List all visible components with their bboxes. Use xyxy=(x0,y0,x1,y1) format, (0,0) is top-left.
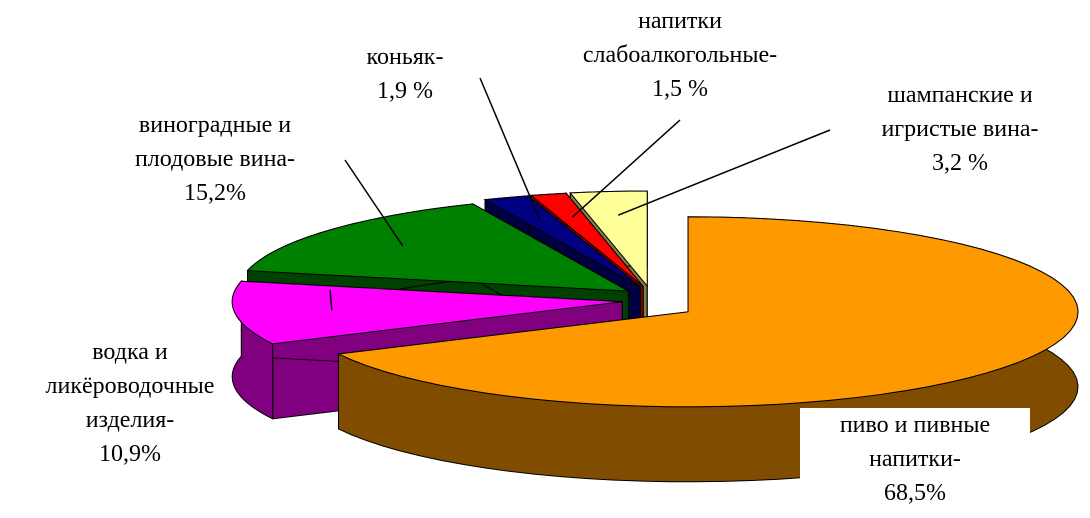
value-label: 15,2% xyxy=(184,180,246,206)
category-label: коньяк- xyxy=(366,44,444,70)
data-label: пиво и пивные напитки- 68,5% xyxy=(800,408,1030,510)
category-label: пиво и пивные напитки- xyxy=(839,412,991,472)
slice-top xyxy=(231,280,623,345)
value-label: 1,9 % xyxy=(377,78,433,104)
leader-line xyxy=(329,289,333,311)
data-label: шампанские и игристые вина- 3,2 % xyxy=(855,78,1065,180)
category-label: виноградные и плодовые вина- xyxy=(134,112,296,172)
slice-top xyxy=(569,190,648,288)
category-label: водка и ликёроводочные изделия- xyxy=(45,339,215,433)
value-label: 1,5 % xyxy=(652,76,708,102)
category-label: напитки слабоалкогольные- xyxy=(582,8,778,68)
slice-top xyxy=(483,195,641,288)
leader-line xyxy=(617,129,831,216)
value-label: 68,5% xyxy=(884,480,946,506)
slice-top xyxy=(246,203,629,292)
slice-top xyxy=(336,216,1079,408)
value-label: 10,9% xyxy=(99,441,161,467)
leader-line xyxy=(571,119,681,218)
data-label: напитки слабоалкогольные- 1,5 % xyxy=(545,4,815,106)
leader-line xyxy=(344,159,404,247)
leader-line xyxy=(479,77,541,221)
data-label: виноградные и плодовые вина- 15,2% xyxy=(100,108,330,210)
value-label: 3,2 % xyxy=(932,150,988,176)
data-label: водка и ликёроводочные изделия- 10,9% xyxy=(10,335,250,471)
category-label: шампанские и игристые вина- xyxy=(881,82,1039,142)
slice-top xyxy=(529,192,644,287)
data-label: коньяк- 1,9 % xyxy=(340,40,470,108)
